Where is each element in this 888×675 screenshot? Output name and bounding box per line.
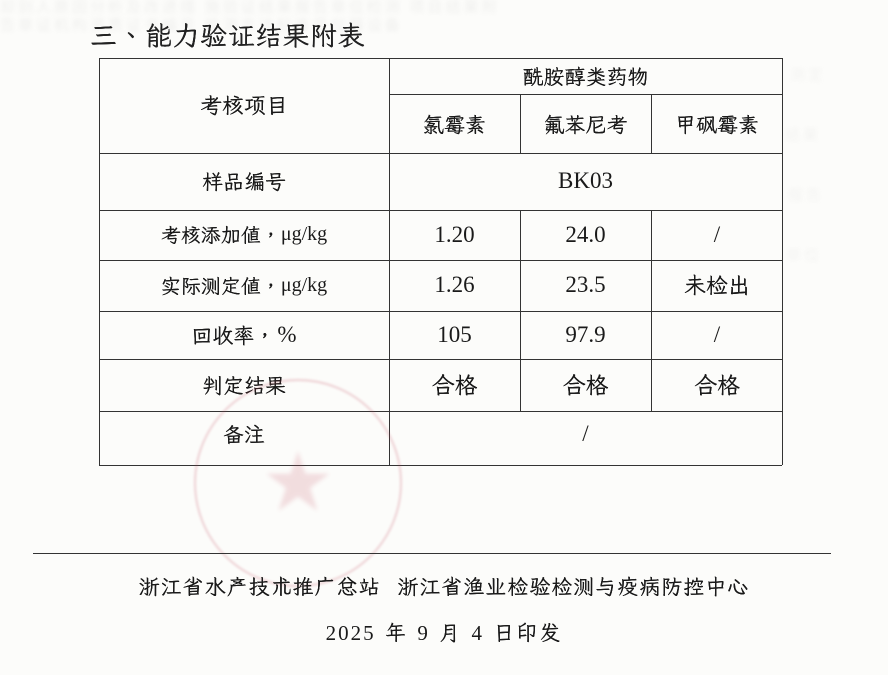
svg-text:却别人原因分析及改进措 施验证结果报告单位检测 项目结果附: 却别人原因分析及改进措 施验证结果报告单位检测 项目结果附: [0, 0, 500, 16]
svg-text:测定: 测定: [790, 67, 826, 84]
svg-text:单位: 单位: [786, 247, 822, 264]
svg-text:结果: 结果: [785, 127, 821, 144]
svg-text:报告: 报告: [788, 187, 824, 204]
svg-text:浙江省渔业检验检测与疫病防控中心: 浙江省渔业检验检测与疫病防控中心: [0, 0, 7, 3]
